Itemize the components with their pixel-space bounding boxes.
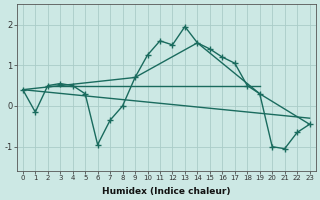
X-axis label: Humidex (Indice chaleur): Humidex (Indice chaleur) (102, 187, 230, 196)
